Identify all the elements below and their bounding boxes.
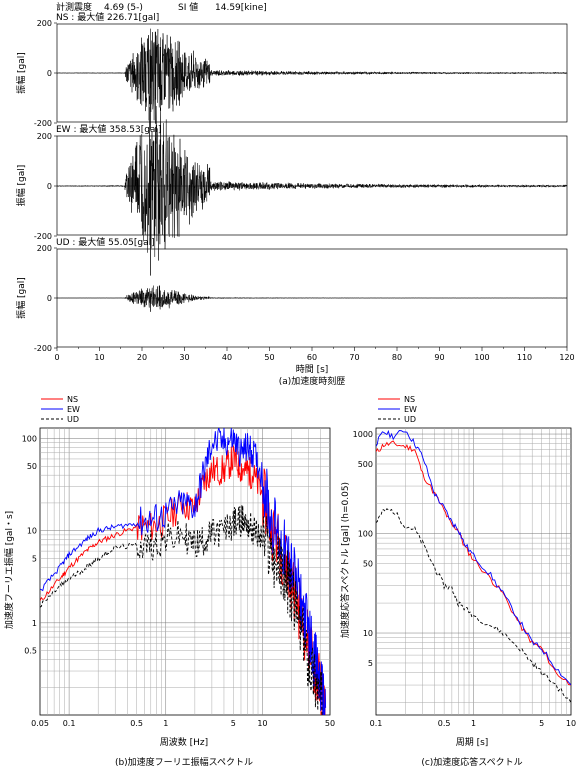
x-tick-label: 60 (307, 353, 317, 362)
x-tick-label: 110 (517, 353, 532, 362)
y-tick-label: 0 (47, 294, 52, 303)
x-tick-label: 40 (222, 353, 232, 362)
x-tick-label: 10 (94, 353, 104, 362)
waveform-ns (56, 28, 568, 130)
x-tick-label: 30 (179, 353, 189, 362)
amplitude-y-label: 振幅 [gal] (15, 277, 27, 319)
waveform-ew (56, 106, 568, 276)
y-tick-label: 0 (47, 182, 52, 191)
y-tick-label: 1000 (353, 430, 373, 439)
x-tick-label: 80 (392, 353, 402, 362)
x-tick-label: 20 (137, 353, 147, 362)
component-max-label: NS : 最大値 226.71[gal] (56, 11, 159, 23)
x-tick-label: 10 (257, 719, 267, 728)
x-tick-label: 120 (559, 353, 574, 362)
fourier-y-label: 加速度フーリエ振幅 [gal・s] (3, 511, 15, 629)
x-tick-label: 70 (349, 353, 359, 362)
x-tick-label: 90 (434, 353, 444, 362)
x-tick-label: 5 (231, 719, 236, 728)
waveform-ud (57, 285, 568, 312)
y-tick-label: 50 (363, 559, 373, 568)
legend-label-ud: UD (67, 415, 79, 424)
x-tick-label: 50 (264, 353, 274, 362)
y-tick-label: 100 (22, 435, 37, 444)
y-tick-label: 5 (368, 659, 373, 668)
y-tick-label: 200 (37, 19, 52, 28)
response-x-label: 周期 [s] (456, 737, 489, 748)
fourier-caption: (b)加速度フーリエ振幅スペクトル (115, 756, 253, 768)
legend-label-ud: UD (404, 415, 416, 424)
x-tick-label: 1 (163, 719, 168, 728)
x-tick-label: 1 (471, 719, 476, 728)
y-tick-label: -200 (34, 232, 52, 241)
intensity-label: 計測震度 (56, 1, 92, 13)
time-x-label: 時間 [s] (296, 364, 329, 375)
y-tick-label: 50 (27, 462, 37, 471)
series-line-ud (40, 505, 326, 715)
x-tick-label: 0.5 (130, 719, 143, 728)
y-tick-label: 10 (363, 629, 373, 638)
x-tick-label: 0.5 (438, 719, 451, 728)
x-tick-label: 10 (566, 719, 576, 728)
y-tick-label: 0.5 (24, 647, 37, 656)
x-tick-label: 100 (474, 353, 489, 362)
intensity-value: 4.69 (5-) (104, 3, 143, 13)
component-max-label: EW : 最大値 358.53[gal] (56, 123, 161, 135)
y-tick-label: 500 (358, 460, 373, 469)
y-tick-label: 200 (37, 244, 52, 253)
x-tick-label: 0.1 (370, 719, 383, 728)
si-value: 14.59[kine] (215, 3, 267, 13)
y-tick-label: 0 (47, 69, 52, 78)
time-caption: (a)加速度時刻歴 (279, 375, 346, 387)
y-tick-label: 1 (32, 619, 37, 628)
amplitude-y-label: 振幅 [gal] (15, 52, 27, 94)
series-line-ew (376, 429, 571, 686)
y-tick-label: 5 (32, 554, 37, 563)
x-tick-label: 0 (54, 353, 59, 362)
legend-label-ew: EW (67, 405, 80, 414)
legend-label-ns: NS (67, 395, 78, 404)
component-max-label: UD : 最大値 55.05[gal] (56, 236, 155, 248)
legend-label-ew: EW (404, 405, 417, 414)
x-tick-label: 0.05 (31, 719, 49, 728)
response-y-label: 加速度応答スペクトル [gal] (h=0.05) (339, 482, 351, 638)
y-tick-label: -200 (34, 344, 52, 353)
x-tick-label: 0.1 (63, 719, 76, 728)
legend-label-ns: NS (404, 395, 415, 404)
series-line-ud (376, 508, 571, 703)
x-tick-label: 50 (325, 719, 335, 728)
amplitude-y-label: 振幅 [gal] (15, 165, 27, 207)
y-tick-label: 10 (27, 527, 37, 536)
si-label: SI 値 (178, 1, 198, 13)
y-tick-label: 100 (358, 530, 373, 539)
series-line-ew (40, 428, 327, 715)
x-tick-label: 5 (539, 719, 544, 728)
y-tick-label: 200 (37, 132, 52, 141)
response-caption: (c)加速度応答スペクトル (421, 756, 522, 768)
fourier-x-label: 周波数 [Hz] (160, 736, 208, 748)
y-tick-label: -200 (34, 119, 52, 128)
